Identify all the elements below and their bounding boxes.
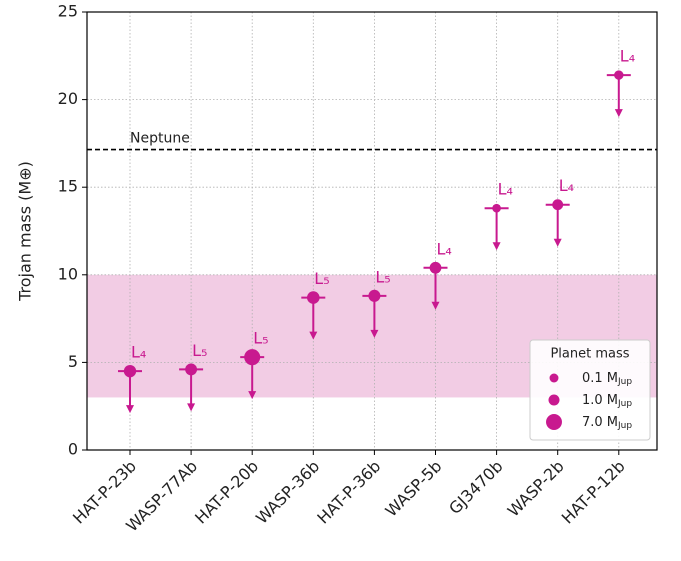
lagrange-label: L₄: [437, 239, 452, 258]
lagrange-label: L₅: [192, 341, 207, 360]
legend-marker: [549, 373, 559, 383]
legend-label-sub: Jup: [617, 377, 632, 387]
point: [429, 261, 442, 274]
lagrange-label: L₄: [131, 343, 146, 362]
legend-title: Planet mass: [550, 347, 629, 362]
point: [614, 70, 624, 80]
x-tick-label: WASP-2b: [504, 457, 568, 521]
y-tick-label: 5: [68, 352, 78, 371]
y-tick-label: 10: [58, 264, 78, 283]
lagrange-label: L₅: [314, 269, 329, 288]
point: [492, 203, 501, 213]
arrow-head: [370, 329, 379, 338]
legend-marker: [546, 414, 562, 430]
lagrange-label: L₄: [498, 180, 513, 199]
y-tick-label: 20: [58, 89, 78, 108]
plot-frame: [86, 11, 658, 451]
y-tick-label: 15: [58, 177, 78, 196]
arrow-head: [248, 391, 257, 400]
lagrange-label: L₄: [559, 176, 574, 195]
point: [185, 363, 198, 376]
x-tick-label: HAT-P-20b: [191, 457, 262, 528]
x-tick-label: WASP-36b: [252, 457, 323, 528]
legend-marker: [548, 394, 560, 406]
arrow-head: [126, 405, 134, 414]
point: [307, 291, 320, 304]
legend-label: 1.0 MJup: [582, 393, 632, 409]
legend-label: 7.0 MJup: [582, 415, 632, 431]
arrow-head: [614, 109, 623, 118]
lagrange-label: L₅: [253, 329, 268, 348]
x-tick-label: WASP-5b: [382, 457, 446, 521]
legend-label-text: 0.1 M: [582, 371, 618, 386]
y-tick-label: 25: [58, 2, 78, 21]
arrow-head: [553, 238, 562, 247]
legend-label-text: 7.0 M: [582, 415, 618, 430]
x-tick-label: HAT-P-36b: [313, 457, 384, 528]
point: [552, 199, 564, 211]
arrow-head: [309, 331, 318, 340]
arrow-head: [431, 301, 440, 310]
y-tick-label: 0: [68, 440, 78, 459]
x-tick-label: GJ3470b: [445, 457, 507, 519]
lagrange-label: L₄: [620, 47, 635, 66]
lagrange-label: L₅: [375, 267, 390, 286]
arrow-head: [492, 242, 501, 251]
point: [244, 349, 261, 366]
y-axis-label: Trojan mass (M⊕): [16, 161, 35, 302]
arrow-head: [187, 403, 196, 412]
legend-label-sub: Jup: [617, 421, 632, 431]
legend-label-text: 1.0 M: [582, 393, 618, 408]
reference-label: Neptune: [130, 131, 190, 147]
legend-label: 0.1 MJup: [582, 371, 632, 387]
point: [123, 364, 137, 378]
x-tick-label: HAT-P-12b: [558, 457, 629, 528]
legend-box: [529, 339, 651, 441]
point: [368, 289, 381, 302]
legend-label-sub: Jup: [617, 399, 632, 409]
